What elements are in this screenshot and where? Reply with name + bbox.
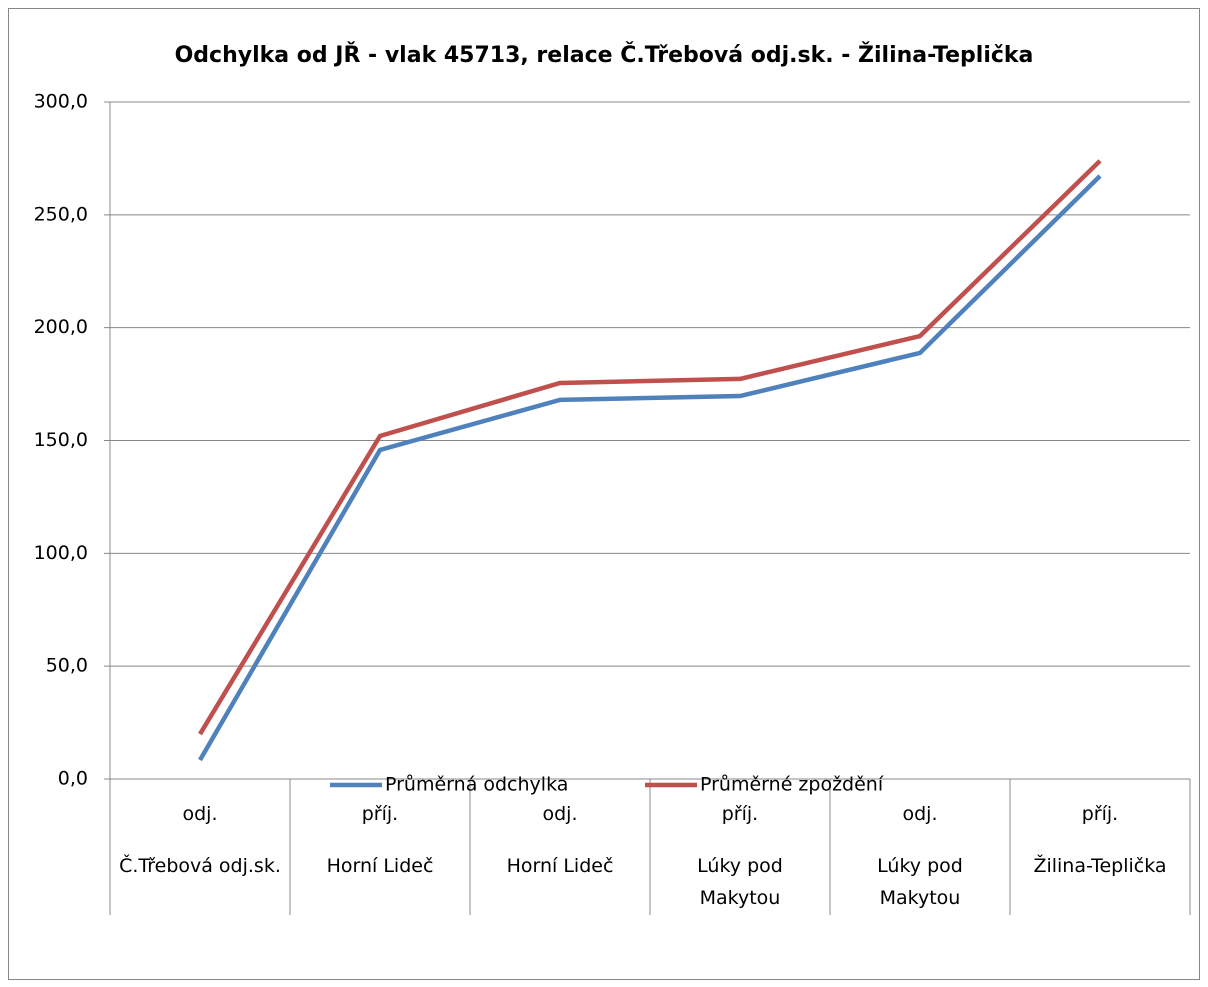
series-line: [198, 174, 1102, 762]
x-tick-label: Žilina-Teplička: [1033, 855, 1167, 877]
y-tick-label: 100,0: [34, 542, 88, 564]
y-tick-label: 300,0: [34, 91, 88, 113]
series-line: [198, 159, 1102, 736]
y-tick-label: 200,0: [34, 316, 88, 338]
legend-label: Průměrná odchylka: [385, 774, 568, 796]
x-tick-label: Horní Lideč: [506, 855, 614, 877]
x-tick-label: příj.: [1081, 803, 1119, 825]
y-tick-label: 150,0: [34, 429, 88, 451]
x-tick-label: odj.: [902, 803, 938, 825]
x-tick-label: odj.: [182, 803, 218, 825]
x-tick-label: odj.: [542, 803, 578, 825]
x-tick-label: příj.: [721, 803, 759, 825]
x-tick-label: Lúky pod Makytou: [877, 855, 963, 909]
y-tick-label: 0,0: [58, 768, 88, 790]
chart-title: Odchylka od JŘ - vlak 45713, relace Č.Tř…: [175, 42, 1034, 68]
x-tick-label: příj.: [361, 803, 399, 825]
x-tick-label: Č.Třebová odj.sk.: [119, 855, 281, 877]
y-tick-label: 50,0: [46, 655, 88, 677]
legend-label: Průměrné zpoždění: [700, 774, 884, 796]
x-tick-label: Lúky pod Makytou: [697, 855, 783, 909]
x-tick-label: Horní Lideč: [326, 855, 434, 877]
y-tick-label: 250,0: [34, 203, 88, 225]
chart-border: [8, 8, 1200, 980]
